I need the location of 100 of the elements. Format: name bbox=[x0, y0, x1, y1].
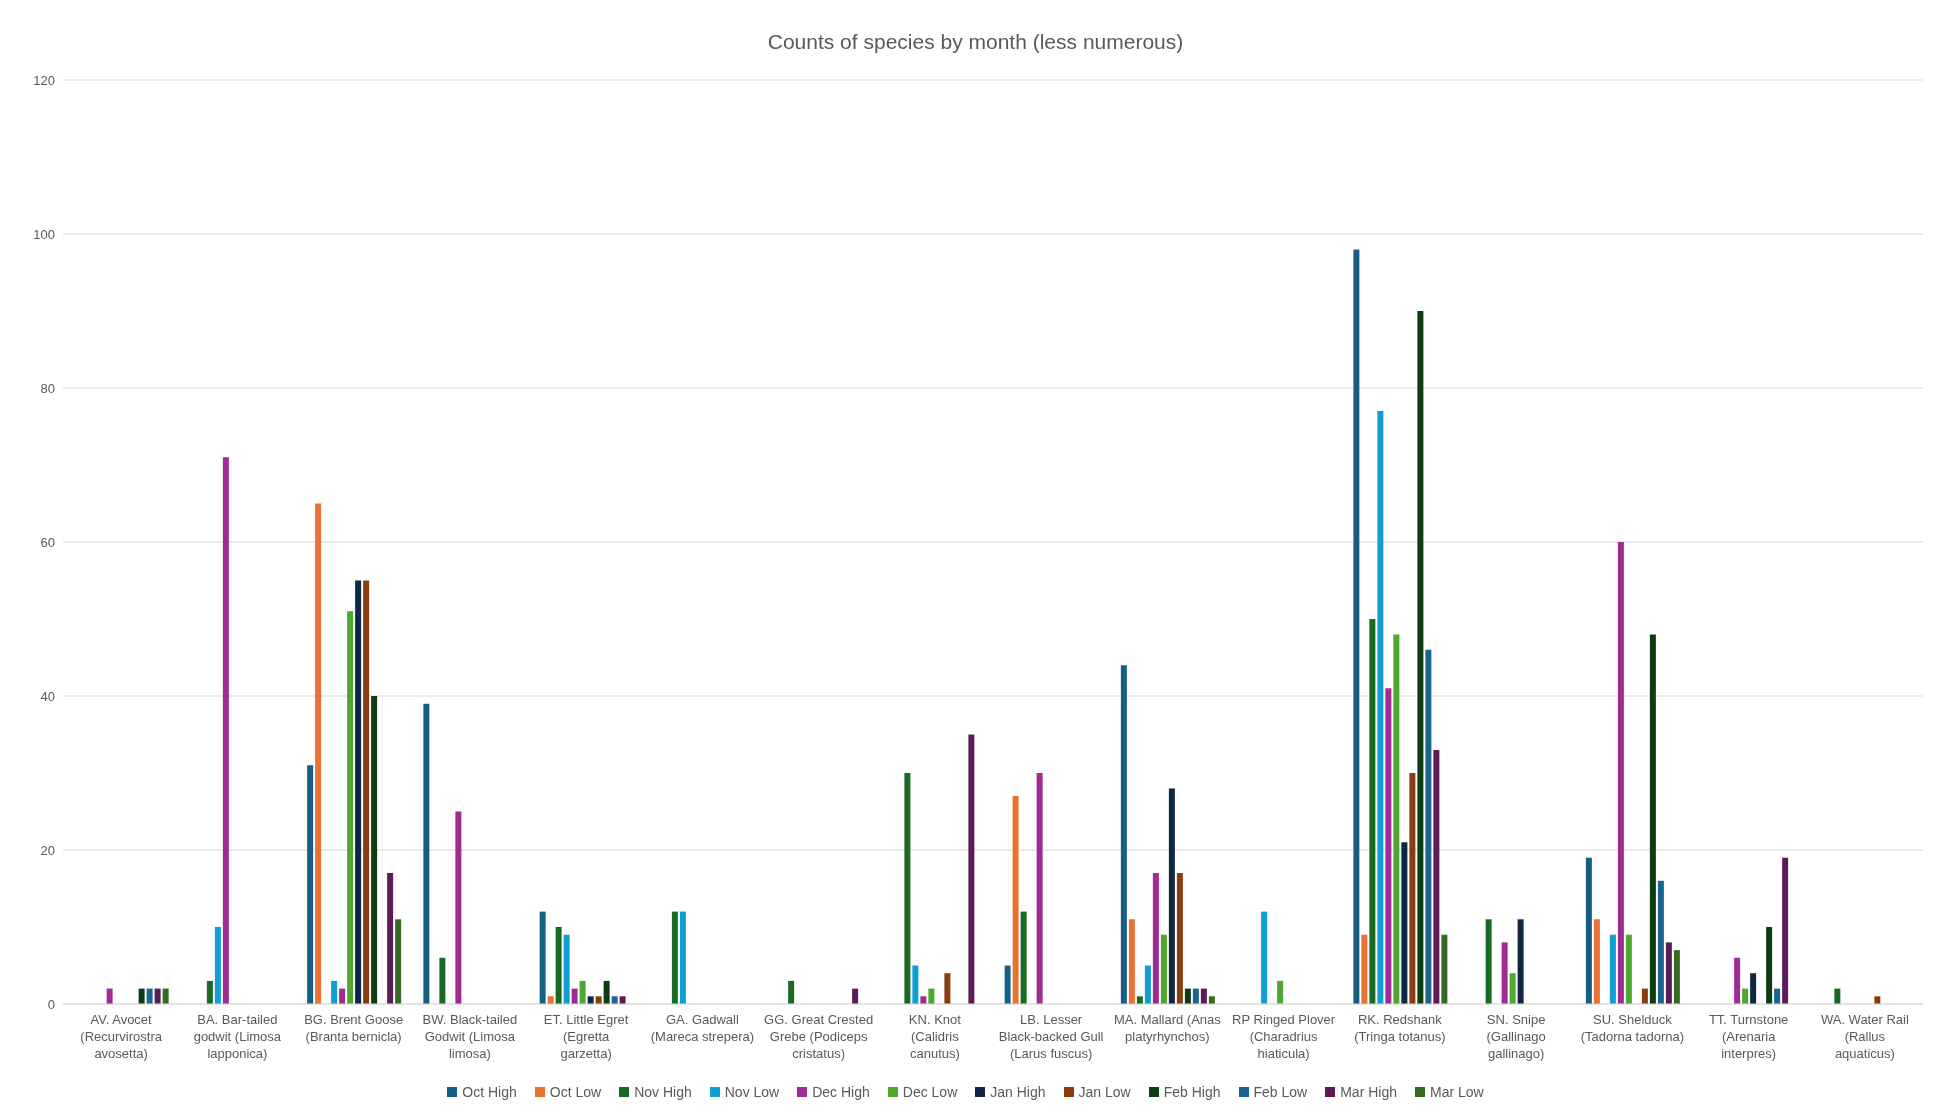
bar bbox=[1401, 842, 1408, 1004]
bar bbox=[1673, 950, 1680, 1004]
bar bbox=[1593, 919, 1600, 1004]
bar bbox=[363, 580, 370, 1004]
bar bbox=[1441, 934, 1448, 1004]
x-tick-label: ET. Little Egret (Egretta garzetta) bbox=[543, 1012, 629, 1061]
bar bbox=[1742, 988, 1749, 1004]
legend-label: Feb High bbox=[1163, 1084, 1221, 1100]
bar bbox=[1509, 973, 1516, 1004]
bar bbox=[579, 980, 586, 1004]
bar bbox=[920, 996, 927, 1004]
bar bbox=[679, 911, 686, 1004]
bar bbox=[1361, 934, 1368, 1004]
bar bbox=[555, 927, 562, 1004]
x-tick-label: GG. Great Crested Grebe (Podiceps cristatus) bbox=[764, 1012, 874, 1061]
y-tick-label: 60 bbox=[40, 534, 55, 550]
bar bbox=[214, 927, 221, 1004]
bar bbox=[852, 988, 859, 1004]
bar bbox=[1517, 919, 1524, 1004]
bar bbox=[1485, 919, 1492, 1004]
bar bbox=[1353, 249, 1360, 1004]
bar bbox=[1750, 973, 1757, 1004]
bar bbox=[347, 611, 354, 1004]
bar bbox=[944, 973, 951, 1004]
legend-label: Oct Low bbox=[549, 1084, 602, 1100]
x-tick-label: RK. Redshank (Tringa totanus) bbox=[1354, 1012, 1446, 1044]
bar bbox=[1136, 996, 1143, 1004]
bar bbox=[1144, 965, 1151, 1004]
bar bbox=[968, 734, 975, 1004]
bar bbox=[595, 996, 602, 1004]
bar bbox=[563, 934, 570, 1004]
legend-label: Feb Low bbox=[1253, 1084, 1308, 1100]
bar bbox=[619, 996, 626, 1004]
x-tick-label: MA. Mallard (Anas platyrhynchos) bbox=[1113, 1012, 1222, 1044]
bar bbox=[788, 980, 795, 1004]
bar bbox=[387, 873, 394, 1004]
bar bbox=[547, 996, 554, 1004]
bar bbox=[138, 988, 145, 1004]
bar bbox=[439, 957, 446, 1004]
bar bbox=[355, 580, 362, 1004]
bar bbox=[1425, 649, 1432, 1004]
bar bbox=[331, 980, 338, 1004]
legend-label: Jan High bbox=[990, 1084, 1046, 1100]
bar bbox=[146, 988, 153, 1004]
bar bbox=[1168, 788, 1175, 1004]
bar bbox=[1782, 857, 1789, 1004]
bar bbox=[1036, 773, 1043, 1004]
legend-label: Dec Low bbox=[902, 1084, 958, 1100]
bar bbox=[371, 696, 378, 1004]
x-tick-label: TT. Turnstone (Arenaria interpres) bbox=[1708, 1012, 1789, 1061]
legend-label: Dec High bbox=[812, 1084, 870, 1100]
bar bbox=[1433, 749, 1440, 1004]
y-tick-label: 40 bbox=[40, 688, 55, 704]
x-tick-label: KN. Knot (Calidris canutus) bbox=[908, 1012, 962, 1061]
bar bbox=[539, 911, 546, 1004]
bar bbox=[1120, 665, 1127, 1004]
bar bbox=[1625, 934, 1632, 1004]
bar bbox=[928, 988, 935, 1004]
bar bbox=[339, 988, 346, 1004]
bar bbox=[1657, 880, 1664, 1004]
bar bbox=[1020, 911, 1027, 1004]
y-tick-label: 80 bbox=[40, 380, 55, 396]
legend-label: Mar High bbox=[1340, 1084, 1397, 1100]
bar bbox=[1377, 411, 1384, 1004]
bar bbox=[1200, 988, 1207, 1004]
bar bbox=[455, 811, 462, 1004]
x-tick-label: GA. Gadwall (Mareca strepera) bbox=[650, 1012, 755, 1044]
x-tick-label: LB. Lesser Black-backed Gull (Larus fuscus) bbox=[998, 1012, 1104, 1061]
y-tick-label: 20 bbox=[40, 842, 55, 858]
bar bbox=[587, 996, 594, 1004]
bar bbox=[162, 988, 169, 1004]
bar bbox=[1641, 988, 1648, 1004]
bar bbox=[1208, 996, 1215, 1004]
bar bbox=[1277, 980, 1284, 1004]
bar bbox=[1261, 911, 1268, 1004]
x-tick-label: SU. Shelduck (Tadorna tadorna) bbox=[1580, 1012, 1685, 1044]
bar bbox=[1766, 927, 1773, 1004]
bar bbox=[222, 457, 229, 1004]
y-tick-label: 120 bbox=[33, 72, 55, 88]
bar bbox=[912, 965, 919, 1004]
chart-title: Counts of species by month (less numerous) bbox=[766, 29, 1185, 55]
bar bbox=[1192, 988, 1199, 1004]
bar bbox=[1585, 857, 1592, 1004]
x-tick-label: BW. Black-tailed Godwit (Limosa limosa) bbox=[422, 1012, 518, 1061]
bar bbox=[1409, 773, 1416, 1004]
bar bbox=[106, 988, 113, 1004]
bar bbox=[571, 988, 578, 1004]
bar bbox=[1874, 996, 1881, 1004]
bar bbox=[1160, 934, 1167, 1004]
bar bbox=[206, 980, 213, 1004]
legend-label: Mar Low bbox=[1430, 1084, 1484, 1100]
bar bbox=[1184, 988, 1191, 1004]
bar bbox=[1369, 619, 1376, 1004]
bar bbox=[603, 980, 610, 1004]
x-tick-label: BG. Brent Goose (Branta bernicla) bbox=[304, 1012, 404, 1044]
legend-label: Jan Low bbox=[1078, 1084, 1131, 1100]
y-tick-label: 0 bbox=[47, 996, 55, 1012]
bar bbox=[1012, 796, 1019, 1004]
legend-label: Oct High bbox=[462, 1084, 517, 1100]
bar bbox=[315, 503, 322, 1004]
